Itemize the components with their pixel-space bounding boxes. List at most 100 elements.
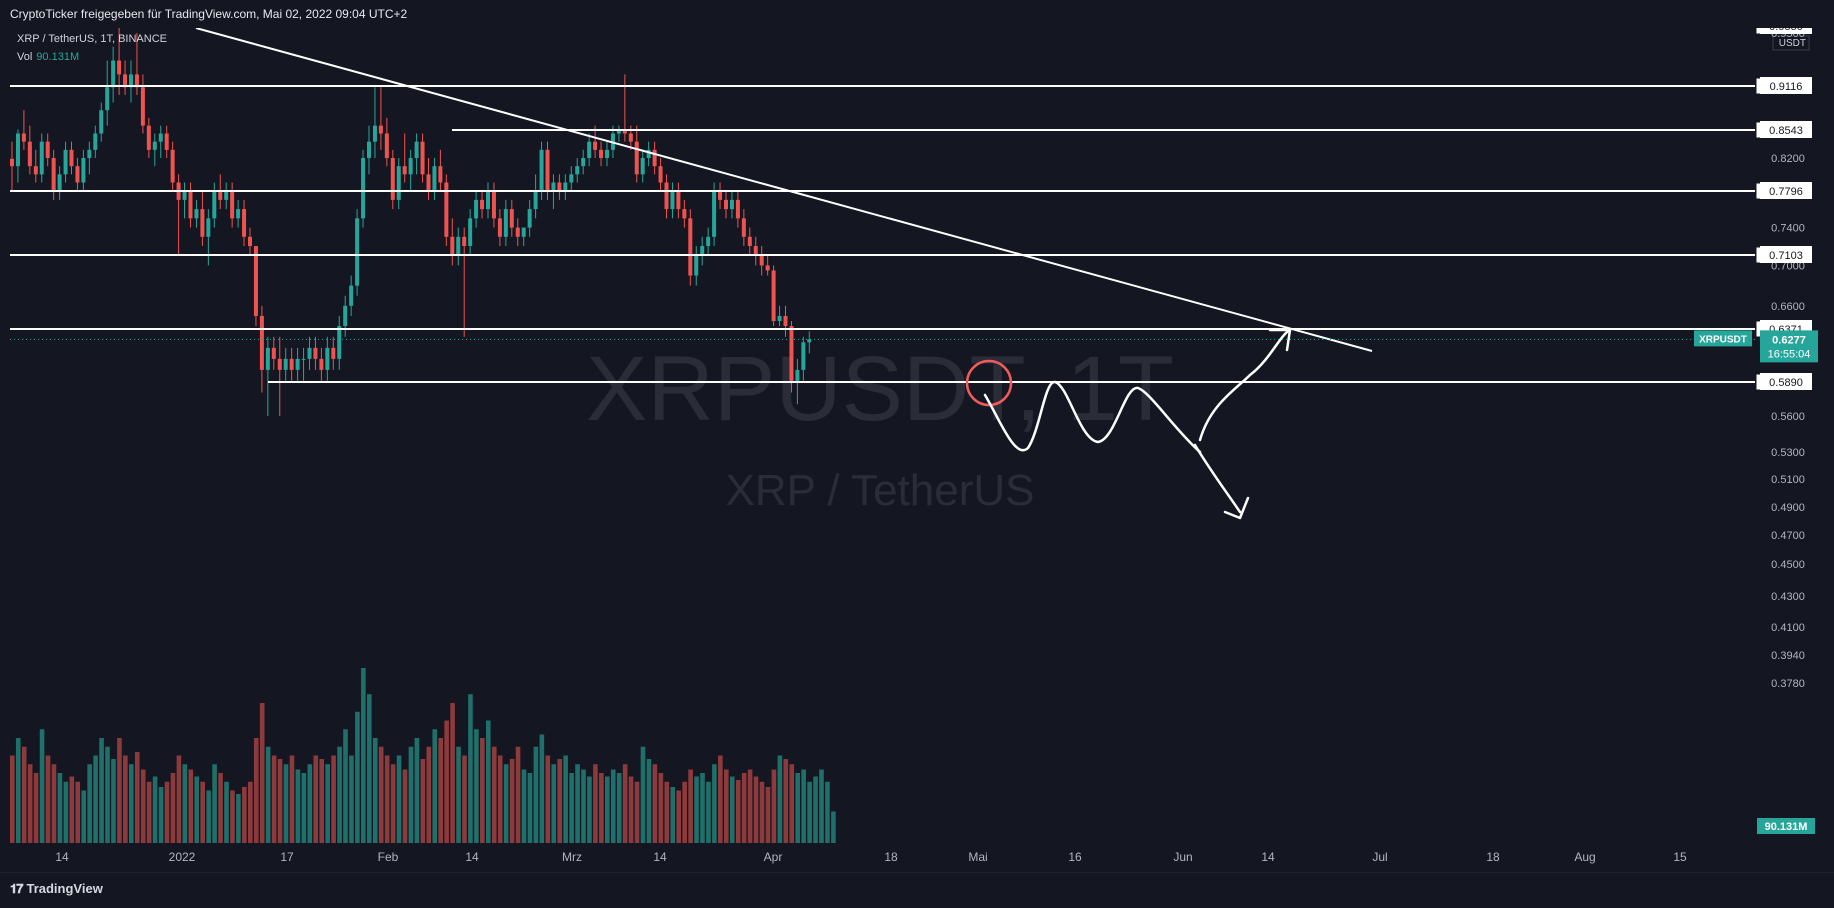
time-tick-label: 14 [1261,850,1275,864]
candle [533,174,538,219]
candle-body [99,110,104,134]
candle-body [735,199,740,219]
zigzag-projection[interactable] [983,380,1202,454]
candle-body [259,315,264,370]
volume-bar [462,755,467,843]
tradingview-logo[interactable]: 𝟏𝟕 TradingView [10,881,103,897]
candle [93,125,98,159]
volume-bar [563,755,568,843]
candle-body [105,87,110,111]
candle-body [593,141,598,150]
symbol-badge-bg [1694,330,1752,347]
candle [503,199,508,247]
volume-bar [682,781,687,843]
volume-bar [253,738,259,843]
volume-bar [450,703,455,843]
highlight-circle[interactable] [965,359,1013,407]
candle-body [545,149,550,191]
candle [462,227,467,337]
arrow-up-head-icon [1268,328,1292,352]
candle [640,149,645,183]
time-axis[interactable]: 14 2022 17 Feb 14 Mrz 14 Apr 18 Mai 16 Jun 14 Jul 18 Au… [55,850,1687,864]
candle [486,182,490,219]
candle-body [622,129,627,134]
volume-bar [497,755,503,843]
price-axis[interactable]: USDT0.95000.82000.74000.70000.66000.5600… [1694,28,1834,872]
volume-bar [652,764,658,843]
volume-bar [15,738,21,843]
candle-body [87,149,92,159]
volume-bar [521,769,527,843]
volume-bar [634,781,640,843]
candle-body [27,141,32,167]
volume-bar [670,787,676,843]
candle-body [480,199,485,210]
volume-bar [10,755,15,843]
candle-body [271,347,276,359]
candle [134,32,139,95]
candle-body [414,141,419,159]
volume-bar [599,773,604,843]
candle [87,141,92,175]
candle-body [682,209,687,219]
candle-body [747,236,752,247]
candle [224,182,229,210]
candle [664,174,669,219]
candle [349,275,354,316]
time-tick-label: 2022 [169,850,196,864]
time-tick-label: 17 [280,850,294,864]
candle [605,141,609,167]
arrow-down-projection[interactable] [1193,443,1242,514]
volume-bar [741,773,747,843]
candle-body [384,133,389,159]
volume-bar [646,759,652,843]
volume-bar [735,780,741,843]
volume-bar [777,755,783,843]
candle-body [158,133,163,142]
volume-bar [218,773,223,843]
trend-drawings[interactable] [10,28,1755,520]
candle-body [551,182,556,191]
candle-body [712,190,717,237]
volume-bar [63,781,69,843]
volume-bar [640,746,646,843]
price-axis-bg [1760,28,1834,872]
candle [313,336,318,370]
candle [783,305,788,337]
candle-body [188,190,193,219]
volume-bar [134,752,140,843]
price-tick-label: 0.7000 [1771,260,1805,272]
candle-body [307,347,312,359]
candle [515,218,520,247]
trendline[interactable] [195,28,1373,352]
volume-bar [783,759,789,843]
volume-bar [420,759,426,843]
candle [801,336,806,381]
candle [117,28,122,95]
candle [212,182,217,228]
horizontal-levels[interactable]: 0.95500.91160.85430.77960.71030.63710.58… [10,28,1809,391]
candle-body [230,190,235,219]
watermark-name: XRP / TetherUS [726,466,1035,515]
volume-bar [628,776,634,843]
candle-body [361,158,366,219]
candle-body [521,227,526,237]
candle-body [408,158,413,175]
candle [325,336,330,381]
volume-bar [111,759,116,843]
candle-body [93,133,98,150]
volume-bar [384,755,390,843]
price-tick-label: 0.4300 [1771,591,1805,603]
candle [57,166,62,200]
candle [688,209,693,286]
volume-bar [93,755,98,843]
last-price-badge[interactable]: XRPUSDT 0.6277 16:55:04 [1694,330,1818,363]
price-chart[interactable]: XRPUSDT, 1T XRP / TetherUS 0.9550 0.9116 0… [0,28,1834,872]
axis-level-box [1760,246,1812,263]
currency-label: USDT [1779,38,1806,49]
symbol-legend[interactable]: XRP / TetherUS, 1T, BINANCE [17,33,167,45]
volume-bar [182,764,188,843]
arrow-up-projection[interactable] [1198,328,1292,442]
candle-body [575,166,580,175]
candle-body [242,209,247,237]
